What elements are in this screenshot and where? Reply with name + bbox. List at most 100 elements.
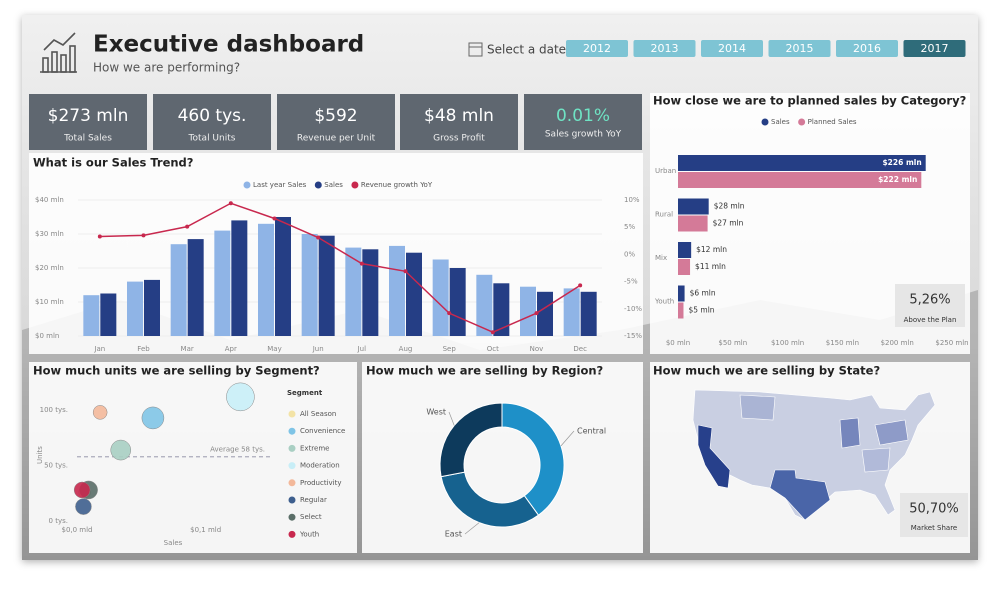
x-tick-label: $150 mln [826,339,859,347]
point [490,330,495,335]
year-button[interactable] [768,40,831,57]
bar [389,245,405,336]
point [578,283,583,288]
slice-label: Central [577,427,606,436]
panel-title: What is our Sales Trend? [33,156,193,170]
point [185,224,190,229]
category-label: Rural [655,211,673,219]
leader-line [560,430,575,447]
us-map [692,389,936,521]
year-label[interactable]: 2012 [583,42,611,55]
legend-label: Planned Sales [808,118,857,126]
kpi-value: 0.01% [556,106,610,126]
legend-swatch [798,118,806,126]
x-tick-label: Aug [399,345,413,353]
year-label[interactable]: 2016 [853,42,881,55]
year-button[interactable] [566,40,628,57]
bar [493,283,510,336]
year-label[interactable]: 2014 [718,42,746,55]
x-tick-label: $100 mln [771,339,804,347]
subtitle: How we are performing? [93,61,240,75]
year-button[interactable] [903,40,966,57]
y-tick-label: 50 tys. [44,462,68,470]
bar [231,220,248,336]
point [403,269,408,274]
point [447,311,452,316]
bar [214,230,231,336]
y-tick-label: 100 tys. [40,406,68,414]
value-label: $27 mln [713,219,744,228]
kpi-value: 5,26% [909,293,950,308]
year-label[interactable]: 2015 [786,42,814,55]
y2-tick-label: -10% [624,305,642,313]
bar [301,234,318,336]
legend-swatch [288,462,296,470]
x-tick-label: Mar [181,345,194,353]
point [141,233,146,238]
y-tick-label: $10 mln [35,298,64,306]
legend-label: Sales [771,118,790,126]
legend-swatch [288,427,296,435]
year-button[interactable] [701,40,763,57]
bar [678,155,926,171]
category-label: Mix [655,254,667,262]
bubble [110,439,131,461]
legend-label: All Season [300,410,336,418]
bar [406,252,422,336]
kpi-value: $592 [314,106,357,126]
legend-label: Last year Sales [253,181,307,189]
value-label: $11 mln [695,262,726,271]
value-label: $12 mln [696,245,727,254]
point [97,234,102,239]
value-label: $226 mln [882,158,921,167]
y2-tick-label: -15% [624,332,642,340]
kpi-label: Revenue per Unit [297,134,376,144]
bar [449,268,466,336]
legend-title: Segment [287,389,323,397]
year-button[interactable] [836,40,898,57]
x-tick-label: $0,1 mld [190,526,221,534]
x-tick-label: $200 mln [881,339,914,347]
logo [40,32,77,73]
x-tick-label: Apr [225,345,237,353]
x-tick-label: Feb [137,345,150,353]
legend-label: Productivity [300,479,342,487]
legend-label: Extreme [300,444,329,452]
year-label[interactable]: 2017 [921,42,949,55]
panel-title: How much we are selling by State? [653,364,880,378]
donut-slice [439,402,503,478]
kpi-card [895,284,965,327]
kpi-value: $48 mln [424,106,494,126]
kpi-value: $273 mln [48,106,129,126]
legend-label: Moderation [300,462,340,470]
legend-swatch [288,530,296,538]
bar [187,239,204,336]
x-tick-label: Jan [93,345,105,353]
kpi-label: Gross Profit [433,134,485,144]
bubble [92,405,108,420]
bubble [226,382,255,412]
bar [258,223,274,336]
bubble [73,481,91,499]
bar [476,274,493,336]
bar [678,302,684,319]
bar [144,279,160,336]
bar [537,291,553,336]
x-tick-label: Nov [530,345,544,353]
value-label: $5 mln [688,306,714,315]
y2-tick-label: 0% [624,250,635,258]
bar [678,285,685,302]
legend-swatch [288,496,296,504]
legend-swatch [351,181,359,189]
bar [678,172,922,188]
legend-swatch [761,118,769,126]
bar [563,288,580,336]
bar [318,235,335,336]
x-tick-label: $250 mln [935,339,968,347]
year-label[interactable]: 2013 [651,42,679,55]
year-button[interactable] [633,40,696,57]
average-label: Average 58 tys. [210,446,265,454]
legend-label: Youth [299,530,319,538]
bar [580,291,597,336]
y-tick-label: $20 mln [35,264,64,272]
